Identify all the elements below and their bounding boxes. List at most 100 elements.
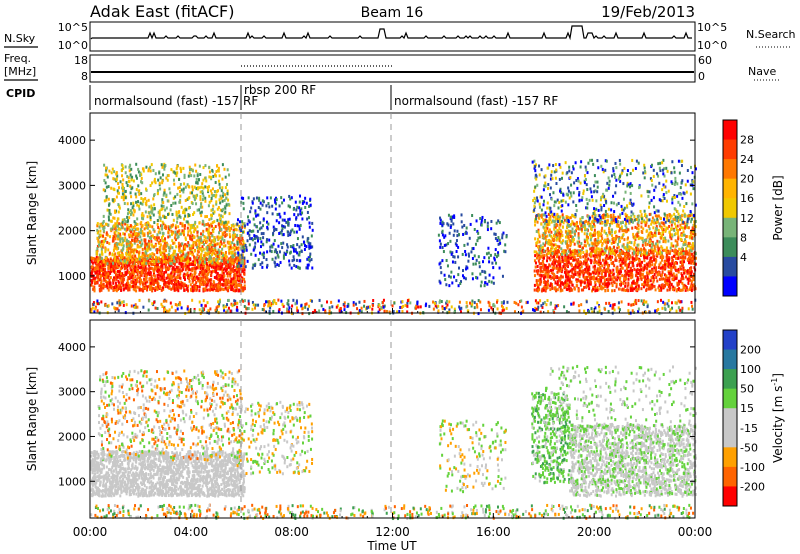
data-cell [158,215,161,219]
data-cell [145,274,148,278]
data-cell [244,243,247,247]
data-cell [206,283,209,287]
data-cell [253,234,256,238]
data-cell [239,267,242,271]
data-cell [261,265,264,269]
data-cell [193,196,196,200]
data-cell [180,262,183,266]
data-cell [593,286,596,290]
data-cell [271,204,274,208]
data-cell [476,276,479,280]
data-cell [171,260,174,264]
data-cell [221,274,224,278]
data-cell [652,251,655,255]
data-cell [186,263,189,267]
data-cell [178,255,181,259]
data-cell [94,260,97,264]
data-cell [167,255,170,259]
data-cell [449,217,452,221]
data-cell [169,246,172,250]
data-cell [588,287,591,291]
data-cell [128,274,131,278]
data-cell [108,278,111,282]
data-cell [580,270,583,274]
data-cell [675,268,678,272]
data-cell [286,245,289,249]
data-cell [262,232,265,236]
data-cell [140,271,143,275]
data-cell [135,187,138,191]
data-cell [176,287,179,291]
data-cell [105,198,108,202]
data-cell [307,263,310,267]
data-cell [250,206,253,210]
data-cell [460,280,463,284]
data-cell [199,235,202,239]
data-cell [552,252,555,256]
data-cell [123,218,126,222]
data-cell [221,199,224,203]
data-cell [439,242,442,246]
data-cell [135,289,138,293]
data-cell [140,213,143,217]
data-cell [251,266,254,270]
data-cell [195,281,198,285]
data-cell [183,175,186,179]
data-cell [184,258,187,262]
data-cell [142,214,145,218]
data-cell [232,289,235,293]
data-cell [684,286,687,290]
data-cell [210,284,213,288]
data-cell [139,235,142,239]
data-cell [600,278,603,282]
data-cell [641,273,644,277]
data-cell [273,239,276,243]
data-cell [204,275,207,279]
data-cell [90,279,93,283]
data-cell [212,265,215,269]
data-cell [110,227,113,231]
data-cell [603,278,606,282]
data-cell [122,232,125,236]
data-cell [478,261,481,265]
data-cell [598,257,601,261]
data-cell [582,262,585,266]
data-cell [122,244,125,248]
data-cell [231,241,234,245]
data-cell [189,167,192,171]
data-cell [301,201,304,205]
data-cell [650,285,653,289]
data-cell [143,261,146,265]
data-cell [230,224,233,228]
data-cell [120,243,123,247]
data-cell [172,223,175,227]
data-cell [612,280,615,284]
data-cell [224,250,227,254]
data-cell [617,269,620,273]
data-cell [270,250,273,254]
data-cell [120,195,123,199]
data-cell [568,284,571,288]
data-cell [622,288,625,292]
data-cell [144,250,147,254]
data-cell [183,229,186,233]
data-cell [202,242,205,246]
data-cell [221,215,224,219]
data-cell [238,237,241,241]
data-cell [219,201,222,205]
data-cell [155,255,158,259]
data-cell [197,257,200,261]
data-cell [626,272,629,276]
data-cell [188,171,191,175]
data-cell [165,270,168,274]
data-cell [624,263,627,267]
data-cell [298,259,301,263]
data-cell [627,281,630,285]
data-cell [551,285,554,289]
data-cell [649,279,652,283]
data-cell [204,236,207,240]
data-cell [107,266,110,270]
data-cell [165,261,168,265]
data-cell [100,268,103,272]
